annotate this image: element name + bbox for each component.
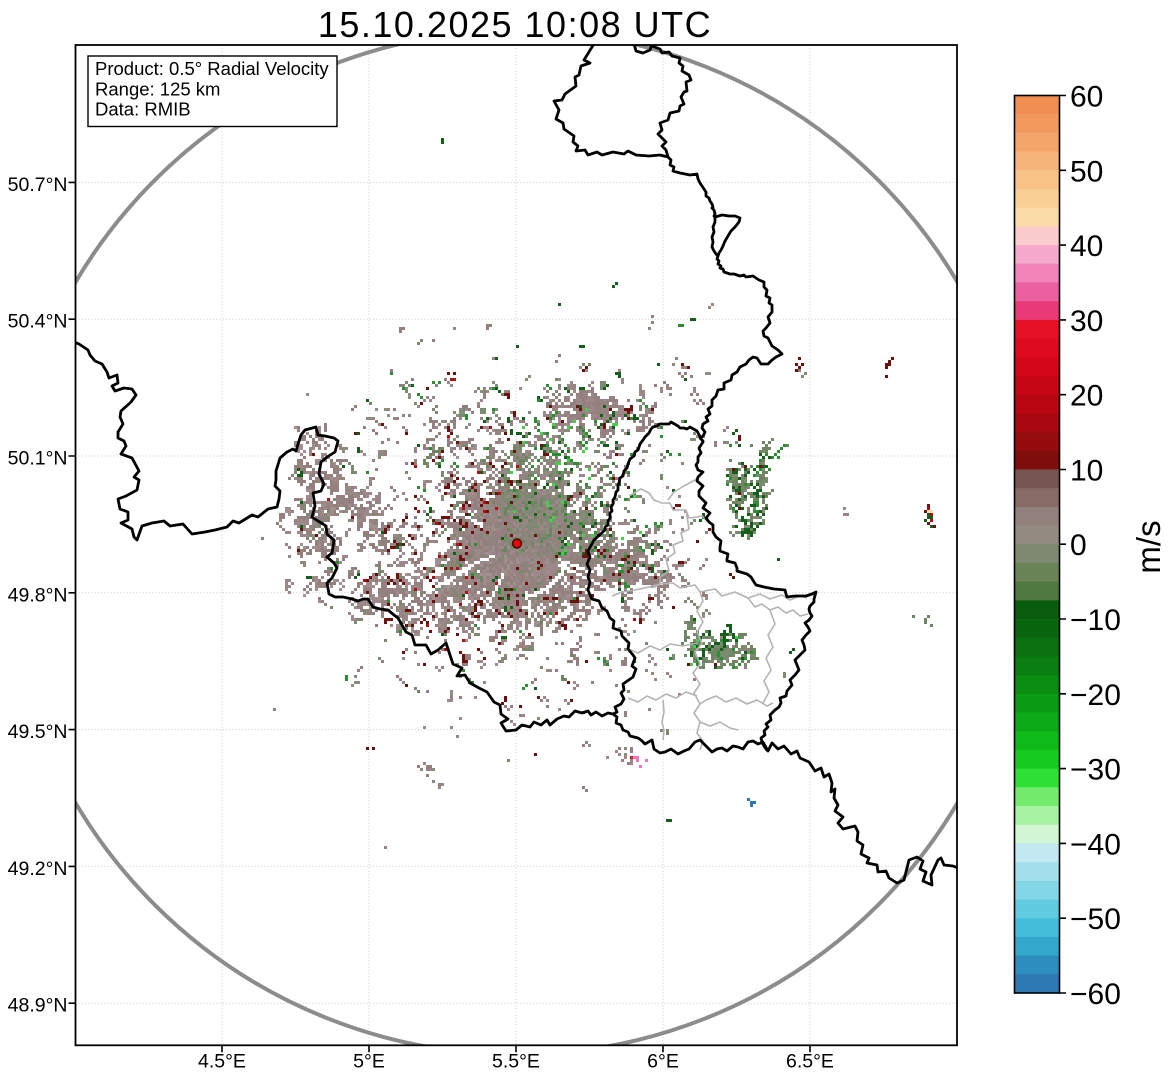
svg-text:6.5°E: 6.5°E <box>786 1051 834 1073</box>
svg-text:49.8°N: 49.8°N <box>8 584 68 606</box>
svg-text:0: 0 <box>1070 529 1087 562</box>
svg-text:15.10.2025 10:08 UTC: 15.10.2025 10:08 UTC <box>318 4 712 45</box>
svg-text:−40: −40 <box>1070 828 1121 861</box>
svg-text:20: 20 <box>1070 380 1103 413</box>
svg-text:50.4°N: 50.4°N <box>8 311 68 333</box>
svg-text:m/s: m/s <box>1130 520 1167 573</box>
svg-text:60: 60 <box>1070 81 1103 114</box>
svg-text:30: 30 <box>1070 305 1103 338</box>
svg-text:5°E: 5°E <box>353 1051 385 1073</box>
svg-text:−10: −10 <box>1070 604 1121 637</box>
svg-text:4.5°E: 4.5°E <box>198 1051 246 1073</box>
svg-text:49.2°N: 49.2°N <box>8 858 68 880</box>
svg-text:40: 40 <box>1070 230 1103 263</box>
svg-text:49.5°N: 49.5°N <box>8 721 68 743</box>
svg-text:50.7°N: 50.7°N <box>8 174 68 196</box>
svg-text:48.9°N: 48.9°N <box>8 995 68 1017</box>
svg-text:50: 50 <box>1070 155 1103 188</box>
svg-text:6°E: 6°E <box>647 1051 679 1073</box>
svg-text:Data: RMIB: Data: RMIB <box>95 99 191 120</box>
svg-text:Range: 125 km: Range: 125 km <box>95 78 220 99</box>
svg-text:10: 10 <box>1070 455 1103 488</box>
svg-text:50.1°N: 50.1°N <box>8 448 68 470</box>
svg-text:−30: −30 <box>1070 754 1121 787</box>
svg-text:−20: −20 <box>1070 679 1121 712</box>
svg-text:Product: 0.5° Radial Velocity: Product: 0.5° Radial Velocity <box>95 58 329 79</box>
svg-text:5.5°E: 5.5°E <box>492 1051 540 1073</box>
svg-text:−50: −50 <box>1070 903 1121 936</box>
svg-text:−60: −60 <box>1070 978 1121 1011</box>
